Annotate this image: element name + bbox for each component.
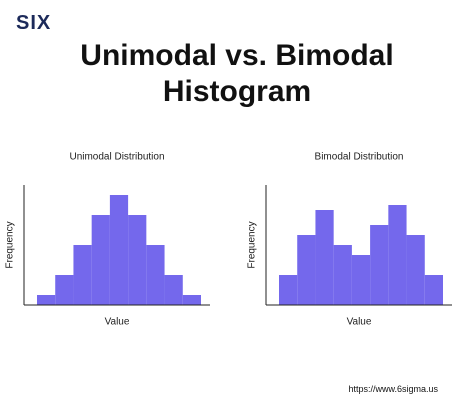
bar: [109, 195, 129, 305]
bar: [128, 215, 147, 305]
bar: [279, 275, 298, 305]
y-axis-label: Frequency: [5, 221, 16, 268]
x-axis-label: Value: [347, 317, 372, 328]
bar: [91, 215, 110, 305]
source-url: https://www.6sigma.us: [348, 384, 438, 394]
bar: [333, 245, 352, 305]
bar: [73, 245, 92, 305]
y-axis-label: Frequency: [247, 221, 258, 268]
bar: [315, 210, 334, 305]
chart-title: Unimodal Distribution: [69, 152, 164, 163]
bar: [424, 275, 443, 305]
page-title: Unimodal vs. Bimodal Histogram: [80, 39, 394, 108]
bar: [406, 235, 425, 305]
bar: [37, 295, 56, 305]
bar: [370, 225, 389, 305]
bar: [297, 235, 316, 305]
bar: [164, 275, 183, 305]
bar: [146, 245, 165, 305]
chart-title: Bimodal Distribution: [315, 152, 404, 163]
x-axis-label: Value: [105, 317, 130, 328]
bar: [351, 255, 371, 305]
bar: [55, 275, 74, 305]
logo: SIX: [16, 12, 52, 34]
bar: [388, 205, 407, 305]
bar: [182, 295, 201, 305]
